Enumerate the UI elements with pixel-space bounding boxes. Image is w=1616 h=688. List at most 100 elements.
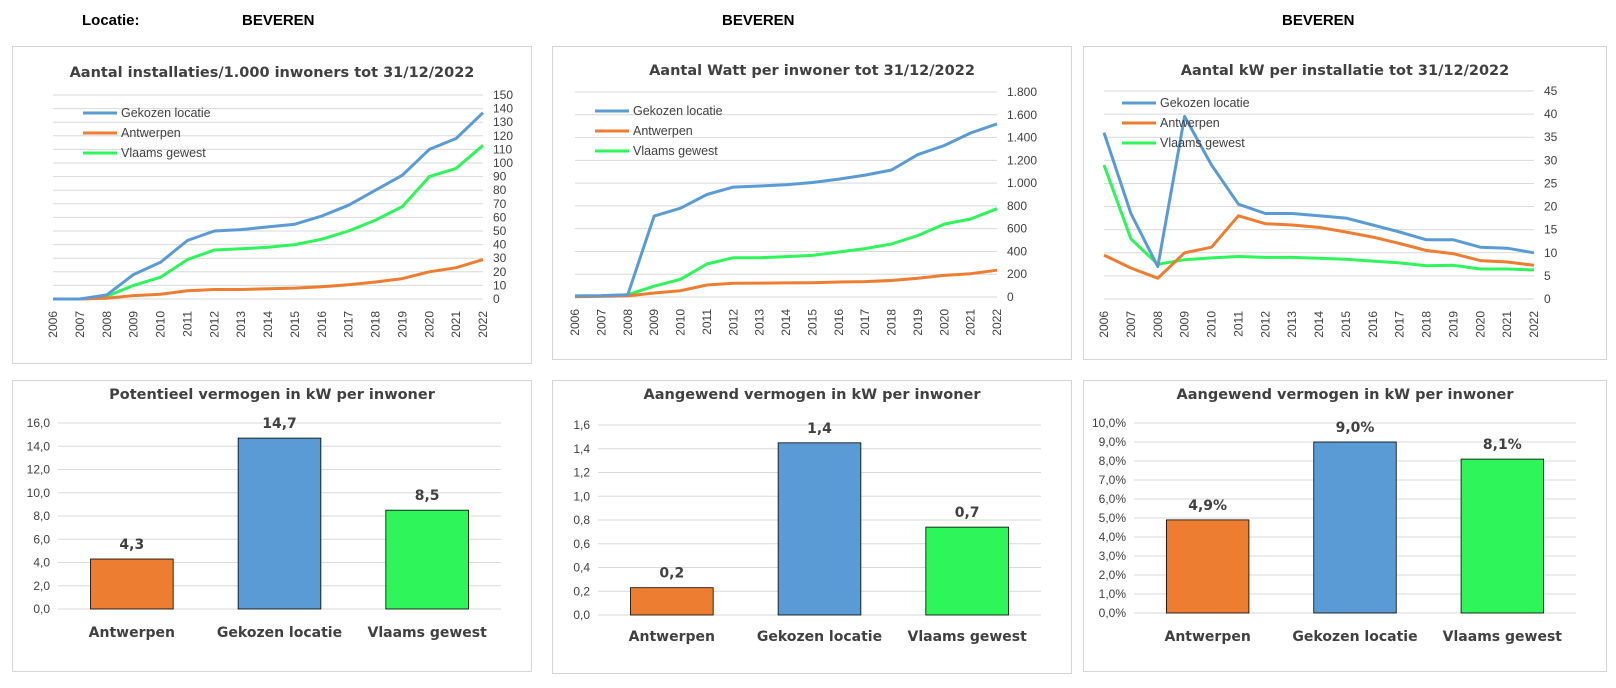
x-tick-label: 2013 [1285,311,1299,338]
y-tick-label: 12,0 [27,463,51,477]
category-label: Gekozen locatie [1292,629,1417,645]
line-chart-svg: Aantal Watt per inwoner tot 31/12/202202… [568,63,1037,336]
y-tick-label: 25 [1544,176,1558,190]
x-tick-label: 2022 [476,311,490,338]
y-tick-label: 6,0% [1099,492,1127,506]
x-tick-label: 2016 [1366,311,1380,338]
legend-label: Vlaams gewest [121,146,206,160]
x-tick-label: 2010 [154,311,168,338]
series-line-vlaams [1102,164,1535,272]
x-tick-label: 2018 [1420,311,1434,338]
y-tick-label: 0,2 [573,584,590,598]
bar-chart-svg: Aangewend vermogen in kW per inwoner 0,0%… [1092,387,1576,645]
x-tick-label: 2019 [395,311,409,338]
y-tick-label: 120 [493,129,513,143]
x-tick-label: 2010 [1205,311,1219,338]
locatie-label: Locatie: [82,12,140,29]
x-tick-label: 2018 [369,311,383,338]
y-tick-label: 7,0% [1099,473,1127,487]
legend-label: Antwerpen [633,124,693,138]
x-tick-label: 2022 [990,309,1004,336]
series-line-gekozen [1102,114,1535,269]
bar-data-label: 0,2 [659,566,684,582]
y-tick-label: 200 [1007,267,1027,281]
x-tick-label: 2021 [1500,311,1514,338]
x-tick-label: 2009 [647,309,661,336]
bar-antwerpen [90,558,174,610]
bar-gekozen [777,442,862,616]
y-tick-label: 0 [1007,290,1014,304]
y-tick-label: 10 [1544,246,1558,260]
x-tick-label: 2019 [911,309,925,336]
x-tick-label: 2007 [73,311,87,338]
bar-data-label: 9,0% [1336,420,1375,436]
x-tick-label: 2020 [1473,311,1487,338]
series-line-antwerpen [1103,214,1535,280]
x-tick-label: 2018 [885,309,899,336]
y-tick-label: 45 [1544,84,1558,98]
x-tick-label: 2012 [726,309,740,336]
bar-data-label: 4,9% [1188,498,1227,514]
x-tick-label: 2008 [100,311,114,338]
location-name-2: BEVEREN [722,12,795,29]
x-tick-label: 2021 [449,311,463,338]
y-tick-label: 80 [493,183,507,197]
bar-data-label: 4,3 [119,537,144,553]
chart-title: Aangewend vermogen in kW per inwoner [1176,387,1514,403]
bar-gekozen [237,437,322,610]
y-tick-label: 140 [493,102,513,116]
y-tick-label: 8,0% [1099,454,1127,468]
legend-label: Antwerpen [121,126,181,140]
legend-label: Vlaams gewest [1160,136,1245,150]
location-name-1: BEVEREN [242,12,315,29]
chart-title: Aantal Watt per inwoner tot 31/12/2022 [649,63,975,79]
legend-label: Antwerpen [1160,116,1220,130]
x-tick-label: 2022 [1527,311,1541,338]
y-tick-label: 100 [493,156,513,170]
y-tick-label: 5 [1544,269,1551,283]
legend-label: Gekozen locatie [633,104,723,118]
y-tick-label: 1,6 [573,418,590,432]
x-tick-label: 2011 [700,309,714,335]
x-tick-label: 2015 [805,309,819,336]
legend-label: Gekozen locatie [1160,96,1250,110]
y-tick-label: 40 [1544,107,1558,121]
category-label: Vlaams gewest [1443,629,1563,645]
y-tick-label: 0,0 [33,602,50,616]
x-tick-label: 2009 [127,311,141,338]
y-tick-label: 4,0% [1099,530,1127,544]
series-line-vlaams [53,144,484,301]
line-chart-svg: Aantal kW per installatie tot 31/12/2022… [1097,63,1558,338]
y-tick-label: 1,2 [573,466,590,480]
chart-title: Aantal installaties/1.000 inwoners tot 3… [70,65,475,81]
y-tick-label: 400 [1007,244,1027,258]
x-tick-label: 2017 [858,309,872,336]
x-tick-label: 2014 [779,309,793,336]
y-tick-label: 5,0% [1099,511,1127,525]
y-tick-label: 800 [1007,199,1027,213]
y-tick-label: 2,0% [1099,568,1127,582]
y-tick-label: 1,4 [573,442,590,456]
x-tick-label: 2013 [753,309,767,336]
y-tick-label: 0,0% [1099,606,1127,620]
y-tick-label: 4,0 [33,556,50,570]
location-name-3: BEVEREN [1282,12,1355,29]
category-label: Vlaams gewest [908,629,1028,645]
y-tick-label: 9,0% [1099,435,1127,449]
bar-gekozen [1313,441,1397,614]
y-tick-label: 1.400 [1007,131,1037,145]
y-tick-label: 1.200 [1007,153,1037,167]
chart-title: Aantal kW per installatie tot 31/12/2022 [1181,63,1510,79]
series-line-antwerpen [574,268,998,299]
y-tick-label: 50 [493,224,507,238]
x-tick-label: 2006 [568,309,582,336]
x-tick-label: 2012 [207,311,221,338]
line-chart-svg: Aantal installaties/1.000 inwoners tot 3… [46,65,513,338]
y-tick-label: 0,8 [573,513,590,527]
y-tick-label: 60 [493,210,507,224]
x-tick-label: 2016 [315,311,329,338]
y-tick-label: 1,0% [1099,587,1127,601]
y-tick-label: 10,0 [27,486,51,500]
x-tick-label: 2007 [1124,311,1138,338]
y-tick-label: 110 [493,142,512,156]
